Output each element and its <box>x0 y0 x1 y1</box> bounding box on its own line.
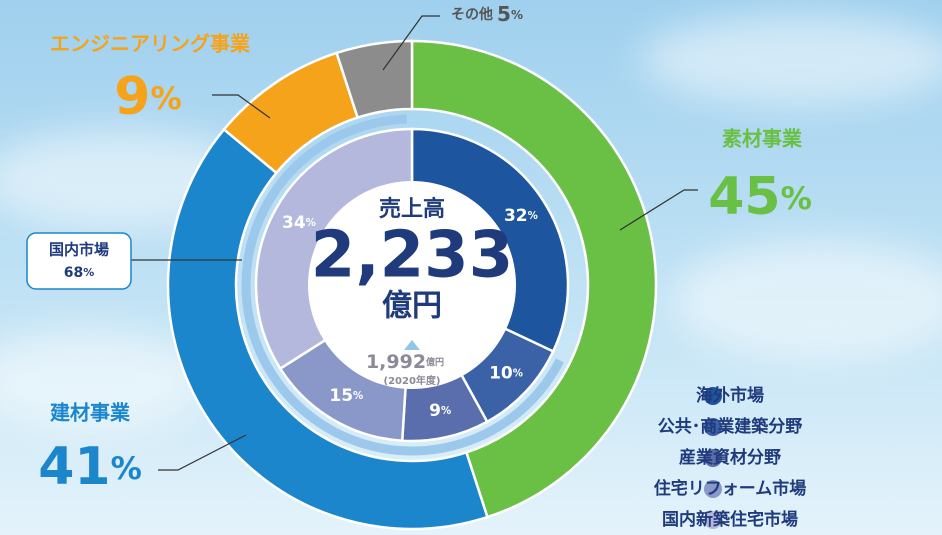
center-unit: 億円 <box>382 289 442 324</box>
other-label: その他 5% <box>451 2 523 26</box>
segment-name: 素材事業 <box>722 127 803 151</box>
domestic-box <box>26 232 132 290</box>
domestic-value: 68% <box>64 265 95 281</box>
percent-unit: % <box>306 218 316 229</box>
inner-percent: 9% <box>429 401 451 421</box>
leaders <box>131 15 698 471</box>
previous-period: (2020年度) <box>384 374 441 387</box>
legend-label: 住宅リフォーム市場 <box>654 478 807 499</box>
percent-value: 15 <box>329 386 353 406</box>
legend-label: 公共･商業建築分野 <box>658 416 803 437</box>
arrow <box>404 340 420 350</box>
percent-value: 9 <box>114 67 150 127</box>
percent-unit: % <box>441 406 451 417</box>
percent-value: 9 <box>429 401 441 421</box>
percent-unit: % <box>528 211 538 222</box>
segment-percent: 41% <box>38 437 142 497</box>
percent-unit: % <box>513 368 523 379</box>
percent-unit: % <box>781 181 812 217</box>
other-value: 5 <box>497 2 511 26</box>
segment-percent: 45% <box>708 167 812 227</box>
inner-percent: 10% <box>489 363 523 383</box>
inner-percent: 34% <box>282 213 316 233</box>
legend-label: 国内新築住宅市場 <box>662 509 798 530</box>
outer-segment <box>335 39 414 120</box>
segment-percent: 9% <box>114 67 181 127</box>
other-unit: % <box>511 8 523 22</box>
domestic-number: 68 <box>64 265 83 281</box>
center-title: 売上高 <box>379 196 445 222</box>
other-name: その他 <box>451 6 493 23</box>
legend-label: 海外市場 <box>696 385 764 406</box>
legend-swatch <box>704 511 722 529</box>
previous-unit: 億円 <box>426 356 444 368</box>
legend-swatch <box>704 387 722 405</box>
percent-unit: % <box>150 81 181 117</box>
percent-value: 10 <box>489 363 513 383</box>
legend-swatch <box>704 418 722 436</box>
previous-total: 1,992億円 <box>366 351 444 373</box>
percent-value: 32 <box>504 206 528 226</box>
inner-percent: 15% <box>329 386 363 406</box>
segment-name: エンジニアリング事業 <box>50 32 251 56</box>
percent-unit: % <box>353 391 363 402</box>
percent-unit: % <box>111 451 142 487</box>
outer-segment <box>166 127 489 531</box>
outer-segment <box>410 39 658 519</box>
inner-percent: 32% <box>504 206 538 226</box>
segment-name: 建材事業 <box>50 401 131 425</box>
legend-label: 産業資材分野 <box>679 447 781 468</box>
percent-value: 41 <box>38 437 110 497</box>
rings <box>166 39 658 531</box>
previous-value: 1,992 <box>366 351 426 373</box>
domestic-arc <box>241 114 564 456</box>
percent-value: 45 <box>708 167 780 227</box>
center-circle <box>308 181 516 389</box>
domestic-label: 国内市場 <box>49 241 109 259</box>
domestic-unit: % <box>83 266 94 279</box>
center-total: 2,233 <box>311 219 513 293</box>
legend-swatch <box>704 480 722 498</box>
legend-swatch <box>704 449 722 467</box>
percent-value: 34 <box>282 213 306 233</box>
